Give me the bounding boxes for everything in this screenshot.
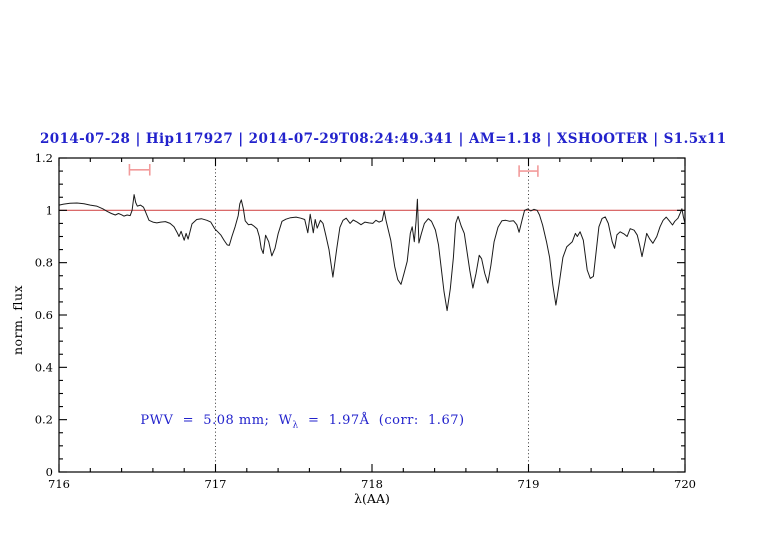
pwv-annotation-lambda-subscript: λ: [292, 420, 299, 431]
pwv-annotation: PWV = 5.08 mm; Wλ = 1.97Å (corr: 1.67): [140, 413, 464, 431]
y-tick-label-0: 0: [46, 465, 53, 479]
pwv-annotation-main: PWV = 5.08 mm; W: [140, 413, 293, 429]
y-tick-label-1: 1: [46, 203, 53, 217]
plot-title: 2014-07-28 | Hip117927 | 2014-07-29T08:2…: [40, 131, 727, 147]
interval-marker-1: [128, 164, 151, 176]
x-tick-label-719: 719: [518, 477, 540, 491]
y-axis-label: norm. flux: [10, 284, 25, 356]
pwv-annotation-rest: = 1.97Å (corr: 1.67): [298, 413, 465, 429]
y-tick-label-0.6: 0.6: [35, 308, 53, 322]
y-tick-label-0.2: 0.2: [35, 413, 53, 427]
x-tick-label-717: 717: [205, 477, 227, 491]
x-tick-label-718: 718: [361, 477, 383, 491]
y-tick-label-1.2: 1.2: [35, 151, 53, 165]
x-axis-label: λ(AA): [354, 491, 390, 506]
axis-ticks: [58, 157, 686, 473]
x-tick-label-716: 716: [48, 477, 70, 491]
x-tick-label-720: 720: [674, 477, 696, 491]
y-tick-label-0.8: 0.8: [35, 256, 53, 270]
y-tick-label-0.4: 0.4: [35, 360, 53, 374]
spectrum-line: [58, 194, 686, 312]
interval-marker-2: [518, 165, 539, 177]
